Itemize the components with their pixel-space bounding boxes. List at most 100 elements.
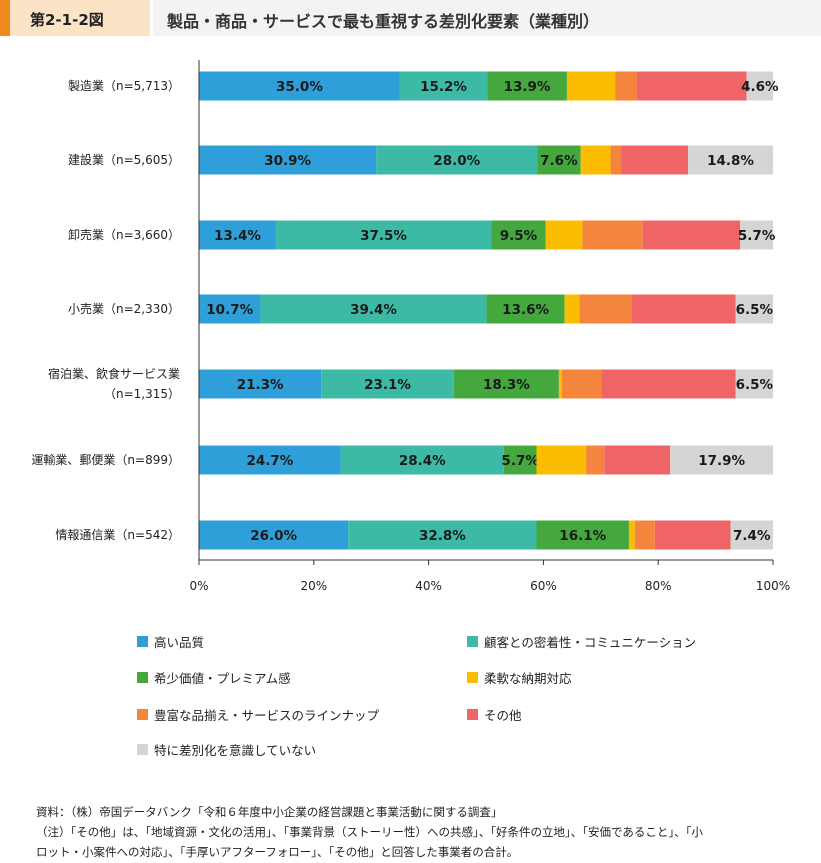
legend-label: 豊富な品揃え・サービスのラインナップ <box>154 708 380 723</box>
bar-segment <box>348 520 537 550</box>
bar-segment <box>561 369 602 399</box>
bar-segment <box>558 369 562 399</box>
bar-segment <box>491 220 546 250</box>
x-tick-label: 20% <box>300 579 327 593</box>
data-label: 13.6% <box>502 302 549 318</box>
data-label: 30.9% <box>264 153 311 169</box>
x-tick-label: 40% <box>415 579 442 593</box>
x-tick-label: 100% <box>756 579 790 593</box>
data-label: 14.8% <box>707 153 754 169</box>
source-notes: 資料：（株）帝国データバンク「令和６年度中小企業の経営課題と事業活動に関する調査… <box>36 802 806 862</box>
legend-item-no-differentiation: 特に差別化を意識していない <box>137 740 316 759</box>
figure-title-box: 製品・商品・サービスで最も重視する差別化要素（業種別） <box>153 0 821 36</box>
bar-segment <box>604 445 671 475</box>
bar-segment <box>453 369 559 399</box>
bar-segment <box>735 294 773 324</box>
data-label: 24.7% <box>246 453 293 469</box>
x-tick-label: 0% <box>189 579 208 593</box>
category-label: 小売業（n=2,330） <box>68 301 180 316</box>
legend-label: 高い品質 <box>154 635 205 650</box>
bar-segment <box>275 220 492 250</box>
bar-segment <box>545 220 583 250</box>
x-tick-label: 80% <box>645 579 672 593</box>
bar-segment <box>670 445 773 475</box>
bar-segment <box>503 445 537 475</box>
bar-segment <box>487 71 567 101</box>
data-label: 7.6% <box>540 153 578 169</box>
category-label: 運輸業、郵便業（n=899） <box>31 452 180 467</box>
figure-number-box: 第2-1-2図 <box>0 0 150 36</box>
legend-item-flexible-delivery: 柔軟な納期対応 <box>467 668 572 687</box>
bar-segment <box>536 445 586 475</box>
data-label: 15.2% <box>420 79 467 95</box>
legend-swatch <box>137 636 148 647</box>
bar-segment <box>199 71 400 101</box>
category-label: 建設業（n=5,605） <box>68 152 180 167</box>
bar-segment <box>642 220 741 250</box>
data-label: 9.5% <box>500 228 538 244</box>
legend-swatch <box>137 709 148 720</box>
legend-swatch <box>467 636 478 647</box>
legend-swatch <box>137 744 148 755</box>
category-label: （n=1,315） <box>104 387 180 401</box>
legend-label: 希少価値・プレミアム感 <box>154 671 291 686</box>
bar-segment <box>566 71 616 101</box>
data-label: 28.0% <box>433 153 480 169</box>
bar-segment <box>636 71 747 101</box>
bar-segment <box>321 369 454 399</box>
legend-label: 柔軟な納期対応 <box>484 671 572 686</box>
figure-title: 製品・商品・サービスで最も重視する差別化要素（業種別） <box>167 12 600 31</box>
legend-swatch <box>137 672 148 683</box>
figure-number: 第2-1-2図 <box>30 11 104 29</box>
data-label: 17.9% <box>698 453 745 469</box>
footnote-line-1: （注）「その他」は、「地域資源・文化の活用」、「事業背景（ストーリー性）への共感… <box>36 825 703 839</box>
category-label: 卸売業（n=3,660） <box>68 227 180 242</box>
data-label: 16.1% <box>559 528 606 544</box>
bar-segment <box>631 294 736 324</box>
data-label: 4.6% <box>741 79 779 95</box>
legend-label: 特に差別化を意識していない <box>154 743 317 758</box>
legend-item-premium: 希少価値・プレミアム感 <box>137 668 291 687</box>
bar-segment <box>199 445 341 475</box>
bar-segment <box>601 369 736 399</box>
chart-legend: 高い品質 顧客との密着性・コミュニケーション 希少価値・プレミアム感 柔軟な納期… <box>0 620 821 770</box>
legend-swatch <box>467 672 478 683</box>
category-label: 製造業（n=5,713） <box>68 79 180 93</box>
data-label: 23.1% <box>364 377 411 393</box>
bar-segment <box>399 71 488 101</box>
bar-segment <box>199 145 377 175</box>
bar-segment <box>615 71 637 101</box>
bar-segment <box>582 220 643 250</box>
bar-segment <box>376 145 538 175</box>
bar-segment <box>735 369 773 399</box>
data-label: 5.7% <box>738 228 776 244</box>
bar-segment <box>199 520 349 550</box>
data-label: 32.8% <box>419 528 466 544</box>
x-tick-label: 60% <box>530 579 557 593</box>
data-label: 6.5% <box>736 302 774 318</box>
bar-segment <box>688 145 773 175</box>
bar-segment <box>486 294 565 324</box>
bar-segment <box>340 445 504 475</box>
footnote-line-2: ロット・小案件への対応」、「手厚いアフターフォロー」、「その他」と回答した事業者… <box>36 845 519 859</box>
bar-segment <box>536 520 629 550</box>
legend-item-other: その他 <box>467 705 522 724</box>
legend-swatch <box>467 709 478 720</box>
legend-item-lineup: 豊富な品揃え・サービスのラインナップ <box>137 705 379 724</box>
bar-segment <box>654 520 731 550</box>
bar-segment <box>610 145 622 175</box>
bar-segment <box>634 520 655 550</box>
legend-item-customer-relationship: 顧客との密着性・コミュニケーション <box>467 632 696 651</box>
legend-label: 顧客との密着性・コミュニケーション <box>484 635 697 650</box>
data-label: 13.4% <box>214 228 261 244</box>
data-label: 28.4% <box>399 453 446 469</box>
bar-segment <box>740 220 773 250</box>
data-label: 35.0% <box>276 79 323 95</box>
data-label: 7.4% <box>733 528 771 544</box>
bar-segment <box>199 294 261 324</box>
data-label: 21.3% <box>237 377 284 393</box>
data-label: 26.0% <box>250 528 297 544</box>
bar-segment <box>564 294 580 324</box>
category-label: 宿泊業、飲食サービス業 <box>48 366 180 381</box>
bar-segment <box>746 71 773 101</box>
